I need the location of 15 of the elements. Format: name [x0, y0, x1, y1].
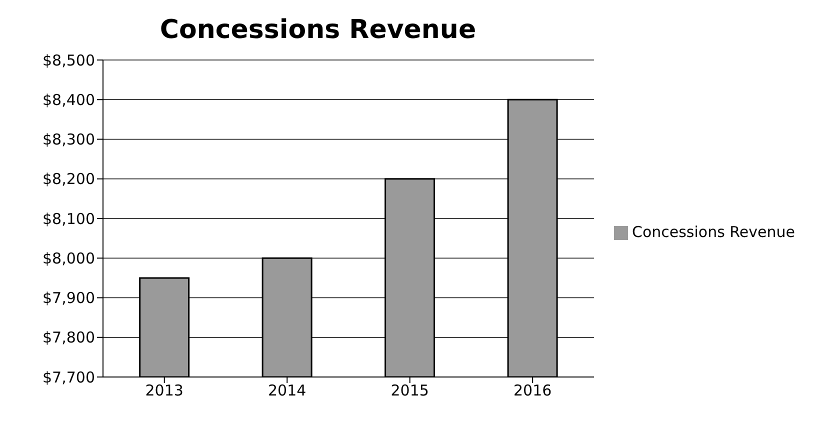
y-tick-label: $7,700 — [42, 368, 95, 386]
y-tick-label: $8,400 — [42, 90, 95, 109]
y-tick-label: $8,100 — [42, 210, 95, 228]
y-tick-label: $7,900 — [42, 289, 95, 308]
chart-title: Concessions Revenue — [158, 14, 478, 47]
y-tick-label: $8,300 — [42, 130, 95, 149]
x-tick-label: 2015 — [390, 382, 429, 400]
x-tick-label: 2013 — [145, 382, 184, 400]
y-tick-label: $8,000 — [42, 249, 95, 268]
x-tick-label: 2016 — [514, 382, 552, 400]
legend-label: Concessions Revenue — [632, 223, 795, 241]
y-tick-label: $7,800 — [42, 328, 95, 347]
y-tick-label: $8,200 — [42, 170, 95, 188]
x-tick-label: 2014 — [268, 382, 306, 400]
y-tick-label: $8,500 — [42, 51, 95, 70]
